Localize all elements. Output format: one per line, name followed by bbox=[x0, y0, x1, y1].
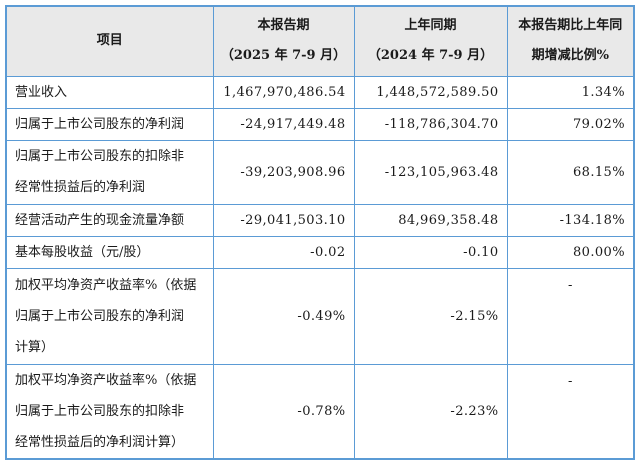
column-header-item-label: 项目 bbox=[96, 33, 123, 49]
cell-change: - bbox=[506, 363, 635, 459]
column-header-prior-period: 上年同期 （2024 年 7-9 月） bbox=[353, 5, 508, 77]
cell-current: -39,203,908.96 bbox=[212, 139, 355, 205]
table-row-weighted-roe-excl-nonrecurring: 加权平均净资产收益率%（依据 归属于上市公司股东的扣除非 经常性损益后的净利润计… bbox=[5, 363, 635, 459]
cell-item: 营业收入 bbox=[5, 75, 214, 109]
cell-change: 79.02% bbox=[506, 107, 635, 141]
cell-change: 80.00% bbox=[506, 235, 635, 269]
cell-item: 加权平均净资产收益率%（依据 归属于上市公司股东的扣除非 经常性损益后的净利润计… bbox=[5, 363, 214, 459]
cell-current: -0.49% bbox=[212, 267, 355, 365]
cell-prior: 1,448,572,589.50 bbox=[353, 75, 508, 109]
cell-prior: -123,105,963.48 bbox=[353, 139, 508, 205]
column-header-change-sub: 期增减比例% bbox=[531, 48, 609, 64]
column-header-prior-sub: （2024 年 7-9 月） bbox=[367, 48, 494, 64]
table-row-net-profit-excl-nonrecurring: 归属于上市公司股东的扣除非 经常性损益后的净利润 -39,203,908.96 … bbox=[5, 139, 635, 205]
cell-prior: -2.23% bbox=[353, 363, 508, 459]
cell-item: 归属于上市公司股东的扣除非 经常性损益后的净利润 bbox=[5, 139, 214, 205]
cell-change: - bbox=[506, 267, 635, 365]
column-header-current-sub: （2025 年 7-9 月） bbox=[220, 48, 347, 64]
cell-item: 经营活动产生的现金流量净额 bbox=[5, 203, 214, 237]
header-row: 项目 本报告期 （2025 年 7-9 月） 上年同期 （2024 年 7-9 … bbox=[5, 5, 635, 77]
cell-item: 基本每股收益（元/股） bbox=[5, 235, 214, 269]
cell-prior: 84,969,358.48 bbox=[353, 203, 508, 237]
column-header-current-period: 本报告期 （2025 年 7-9 月） bbox=[212, 5, 355, 77]
cell-change: 68.15% bbox=[506, 139, 635, 205]
cell-change: -134.18% bbox=[506, 203, 635, 237]
cell-prior: -0.10 bbox=[353, 235, 508, 269]
cell-change: 1.34% bbox=[506, 75, 635, 109]
table-row-weighted-roe-net-profit: 加权平均净资产收益率%（依据 归属于上市公司股东的净利润 计算） -0.49% … bbox=[5, 267, 635, 365]
cell-current: -29,041,503.10 bbox=[212, 203, 355, 237]
table-row-revenue: 营业收入 1,467,970,486.54 1,448,572,589.50 1… bbox=[5, 75, 635, 109]
cell-prior: -2.15% bbox=[353, 267, 508, 365]
table-row-basic-eps: 基本每股收益（元/股） -0.02 -0.10 80.00% bbox=[5, 235, 635, 269]
cell-item: 加权平均净资产收益率%（依据 归属于上市公司股东的净利润 计算） bbox=[5, 267, 214, 365]
financial-summary-table: 项目 本报告期 （2025 年 7-9 月） 上年同期 （2024 年 7-9 … bbox=[5, 5, 635, 460]
table-row-operating-cash-flow: 经营活动产生的现金流量净额 -29,041,503.10 84,969,358.… bbox=[5, 203, 635, 237]
column-header-change: 本报告期比上年同 期增减比例% bbox=[506, 5, 635, 77]
cell-current: -24,917,449.48 bbox=[212, 107, 355, 141]
column-header-current-label: 本报告期 bbox=[257, 18, 310, 34]
column-header-item: 项目 bbox=[5, 5, 214, 77]
cell-current: -0.02 bbox=[212, 235, 355, 269]
cell-current: 1,467,970,486.54 bbox=[212, 75, 355, 109]
cell-current: -0.78% bbox=[212, 363, 355, 459]
cell-prior: -118,786,304.70 bbox=[353, 107, 508, 141]
cell-item: 归属于上市公司股东的净利润 bbox=[5, 107, 214, 141]
table-row-net-profit: 归属于上市公司股东的净利润 -24,917,449.48 -118,786,30… bbox=[5, 107, 635, 141]
column-header-prior-label: 上年同期 bbox=[404, 18, 457, 34]
column-header-change-label: 本报告期比上年同 bbox=[518, 18, 623, 34]
